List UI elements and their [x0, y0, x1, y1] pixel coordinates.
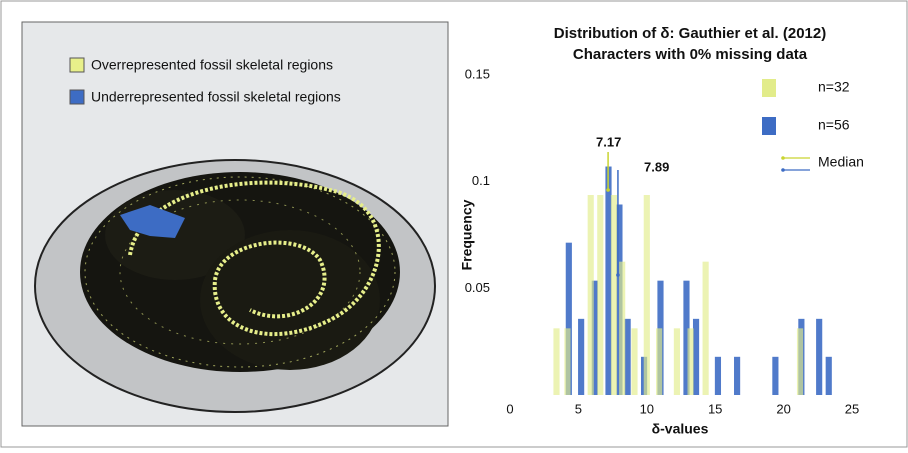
bar — [656, 328, 663, 395]
legend-label: n=56 — [818, 117, 850, 133]
x-tick-label: 10 — [640, 401, 654, 416]
legend-swatch — [762, 117, 776, 135]
x-tick-label: 15 — [708, 401, 722, 416]
legend-text: Overrepresented fossil skeletal regions — [91, 57, 333, 73]
bar — [591, 280, 598, 395]
bar — [597, 195, 604, 395]
bar — [587, 195, 594, 395]
median-legend-label: Median — [818, 154, 864, 170]
bar — [683, 280, 690, 395]
bar — [631, 328, 638, 395]
x-tick-label: 20 — [776, 401, 790, 416]
x-tick-label: 0 — [506, 401, 513, 416]
y-tick-label: 0.15 — [465, 66, 490, 81]
median-arrow — [606, 188, 610, 192]
legend-label: n=32 — [818, 79, 850, 95]
x-axis-label: δ-values — [652, 421, 709, 437]
bar — [578, 318, 585, 395]
x-tick-label: 5 — [575, 401, 582, 416]
bar — [673, 328, 680, 395]
y-axis-label: Frequency — [459, 199, 475, 270]
bar — [702, 261, 709, 395]
bar — [687, 328, 694, 395]
bar — [825, 356, 832, 395]
bar — [796, 328, 804, 395]
bar — [816, 318, 823, 395]
bar — [643, 195, 650, 395]
bar — [564, 328, 571, 395]
median-label: 7.89 — [644, 159, 669, 174]
median-arrow — [616, 273, 620, 277]
bar — [610, 195, 618, 395]
bar — [565, 242, 572, 395]
legend-swatch — [762, 79, 776, 97]
bar — [772, 356, 779, 395]
bar — [553, 328, 560, 395]
legend-swatch — [69, 89, 85, 105]
bar — [619, 261, 626, 395]
median-label: 7.17 — [596, 134, 621, 149]
x-tick-label: 25 — [845, 401, 859, 416]
legend-swatch — [69, 57, 85, 73]
median-legend-arrow — [781, 168, 785, 172]
bar — [624, 318, 631, 395]
legend-text: Underrepresented fossil skeletal regions — [91, 89, 341, 105]
bar — [714, 356, 722, 395]
median-legend-arrow — [781, 156, 785, 160]
chart-subtitle: Characters with 0% missing data — [573, 46, 808, 63]
snake-illustration — [34, 159, 436, 413]
bar — [734, 356, 741, 395]
y-tick-label: 0.05 — [465, 280, 490, 295]
y-tick-label: 0.1 — [472, 173, 490, 188]
chart-title: Distribution of δ: Gauthier et al. (2012… — [554, 25, 826, 42]
bar — [692, 318, 700, 395]
bar — [605, 166, 612, 395]
